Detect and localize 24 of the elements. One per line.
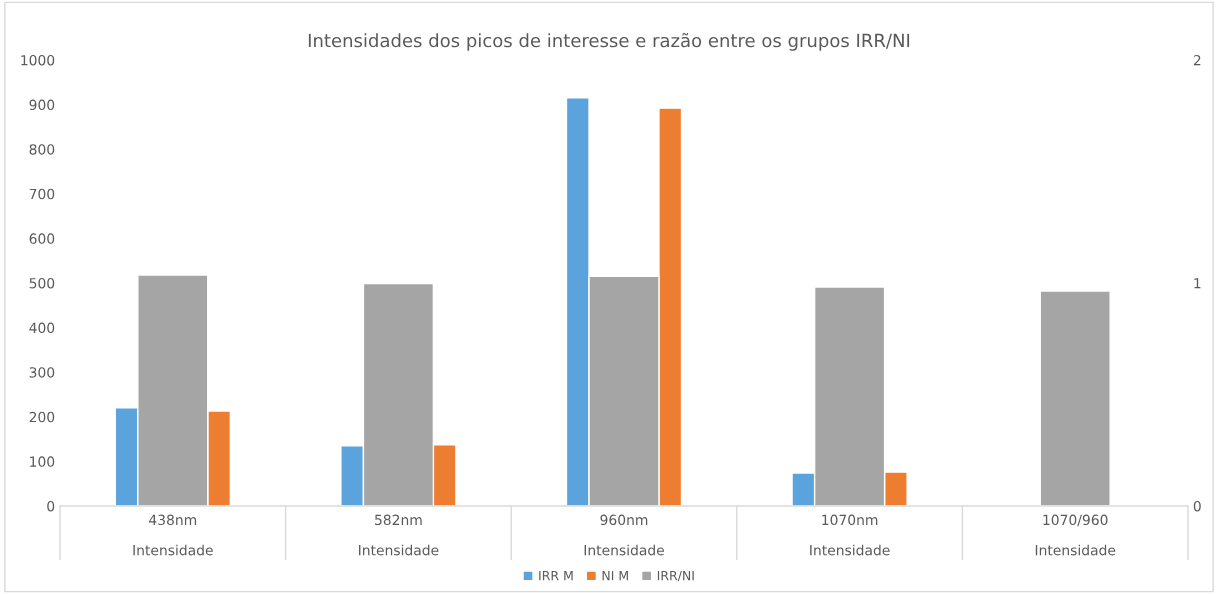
chart-title: Intensidades dos picos de interesse e razão entre os grupos IRR/NI [308,33,910,51]
y2-tick-label: 0 [1193,500,1201,512]
y-tick-label: 0 [47,500,55,512]
category-label: 1070nm Intensidade [810,514,890,556]
category-label: 582nm Intensidade [359,514,439,556]
y-tick-label: 400 [29,322,55,334]
y-tick-label: 200 [29,411,55,423]
y-tick-label: 300 [29,367,55,378]
y2-tick-label: 1 [1194,278,1201,289]
y-tick-label: 900 [29,99,55,111]
y-tick-label: 600 [29,233,55,244]
category-label: 1070/960 Intensidade [1035,514,1116,556]
y-tick-label: 100 [30,456,55,467]
y-tick-label: 1000 [21,54,55,66]
category-label: 438nm Intensidade [133,514,213,556]
legend-label: IRR/NI [657,571,694,582]
y2-tick-label: 2 [1193,54,1201,66]
legend-label: NI M [602,571,628,581]
y-tick-label: 500 [29,277,55,289]
y-tick-label: 700 [29,188,55,200]
y-tick-label: 800 [29,144,55,155]
category-label: 960nm Intensidade [584,514,664,556]
bar [1039,290,1111,506]
legend-label: IRR M [539,571,573,581]
